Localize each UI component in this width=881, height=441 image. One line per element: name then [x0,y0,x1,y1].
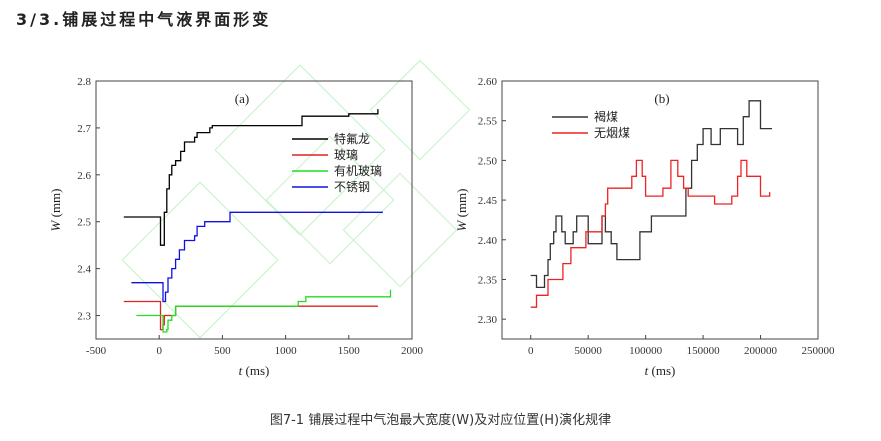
y-tick-label: 2.8 [77,76,91,88]
y-tick-label: 2.30 [478,314,498,326]
x-tick-label: -500 [86,345,107,357]
plot-frame [95,80,413,340]
y-tick-label: 2.40 [478,235,498,247]
x-axis-unit: (ms) [242,363,269,378]
y-tick-label: 2.55 [478,116,498,128]
legend-label: 褐煤 [594,109,618,124]
x-tick-label: 200000 [744,345,778,357]
y-axis-label: W (mm) [454,189,469,232]
y-axis-unit: (mm) [454,189,469,221]
chart-panel-b: 0 50000 100000 150000 200000 250000 2.30 2.35 2.… [454,76,835,378]
y-axis-label: W (mm) [48,189,63,232]
y-tick-label: 2.60 [478,76,498,88]
x-axis-label: t (ms) [645,363,676,378]
series-line-不锈钢 [131,211,383,303]
legend-label: 无烟煤 [594,126,630,140]
y-tick-label: 2.50 [478,155,498,167]
x-axis-label: t (ms) [239,363,270,378]
watermark-shape [121,181,279,339]
panel-label: (a) [235,91,249,106]
y-tick-label: 2.7 [77,123,91,135]
series-line-有机玻璃 [136,289,392,333]
y-tick-label: 2.5 [77,217,91,229]
x-tick-label: 150000 [687,345,721,357]
y-tick-label: 2.3 [77,311,91,323]
x-tick-label: 500 [214,345,231,357]
watermark-shape [369,59,471,161]
section-title: 3/3.铺展过程中气液界面形变 [16,10,272,29]
series-line-特氟龙 [123,109,379,246]
x-tick-label: 250000 [802,345,836,357]
series-line-褐煤 [530,100,772,289]
x-tick-label: 1000 [275,345,298,357]
x-axis-unit: (ms) [648,363,675,378]
y-tick-label: 2.45 [478,195,498,207]
watermark-shape [265,135,395,265]
y-axis-var: W [454,219,469,231]
watermark-shape [214,64,386,236]
x-tick-label: 0 [156,345,162,357]
figure-caption: 图7-1 铺展过程中气泡最大宽度(W)及对应位置(H)演化规律 [269,413,612,428]
x-tick-label: 1500 [338,345,361,357]
legend-label: 不锈钢 [334,180,370,194]
y-axis-unit: (mm) [48,189,63,221]
series-line-无烟煤 [530,159,771,308]
y-tick-label: 2.6 [77,170,91,182]
x-tick-label: 100000 [629,345,663,357]
x-axis-var: t [239,363,243,378]
y-axis-var: W [48,219,63,231]
panel-label: (b) [654,91,669,106]
x-axis-var: t [645,363,649,378]
watermark-shape [342,172,458,288]
watermark [121,59,471,339]
chart-panel-a: -500 0 500 1000 1500 2000 2.3 2.4 2.5 2.6 2.7 2.8 t … [48,76,424,378]
legend-label: 有机玻璃 [334,164,382,178]
y-tick-label: 2.4 [77,264,91,276]
legend-label: 玻璃 [334,148,358,162]
x-tick-label: 0 [528,345,534,357]
legend-label: 特氟龙 [334,131,370,146]
x-tick-label: 50000 [574,345,602,357]
y-tick-label: 2.35 [478,274,498,286]
plot-frame [501,80,819,340]
x-tick-label: 2000 [401,345,424,357]
